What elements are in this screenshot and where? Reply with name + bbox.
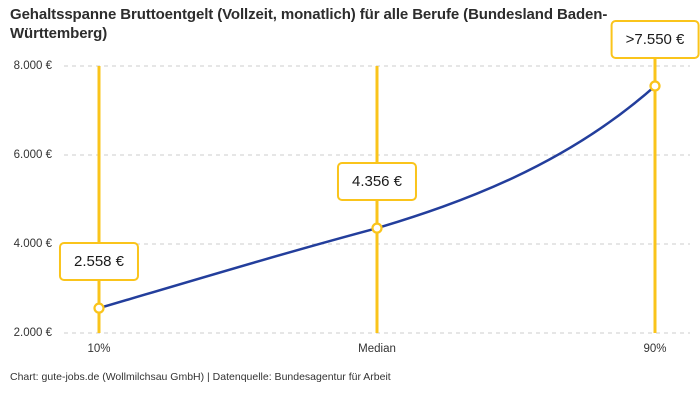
y-axis-tick-label: 6.000 €	[13, 149, 52, 161]
data-point-marker-Median	[371, 222, 383, 234]
footer-credit: Chart: gute-jobs.de (Wollmilchsau GmbH) …	[10, 371, 391, 383]
x-axis-tick-label: Median	[358, 343, 396, 355]
value-label-90%: >7.550 €	[610, 20, 700, 60]
y-axis-tick-label: 2.000 €	[13, 327, 52, 339]
value-label-Median: 4.356 €	[336, 162, 418, 202]
data-point-marker-10%	[93, 302, 105, 314]
chart-title: Gehaltsspanne Bruttoentgelt (Vollzeit, m…	[10, 6, 608, 42]
x-axis-tick-label: 10%	[87, 343, 111, 355]
x-axis-tick-label: 90%	[643, 343, 667, 355]
value-label-10%: 2.558 €	[58, 242, 140, 282]
y-axis-tick-label: 4.000 €	[13, 238, 52, 250]
y-axis-tick-label: 8.000 €	[13, 60, 52, 72]
data-point-marker-90%	[649, 80, 661, 92]
